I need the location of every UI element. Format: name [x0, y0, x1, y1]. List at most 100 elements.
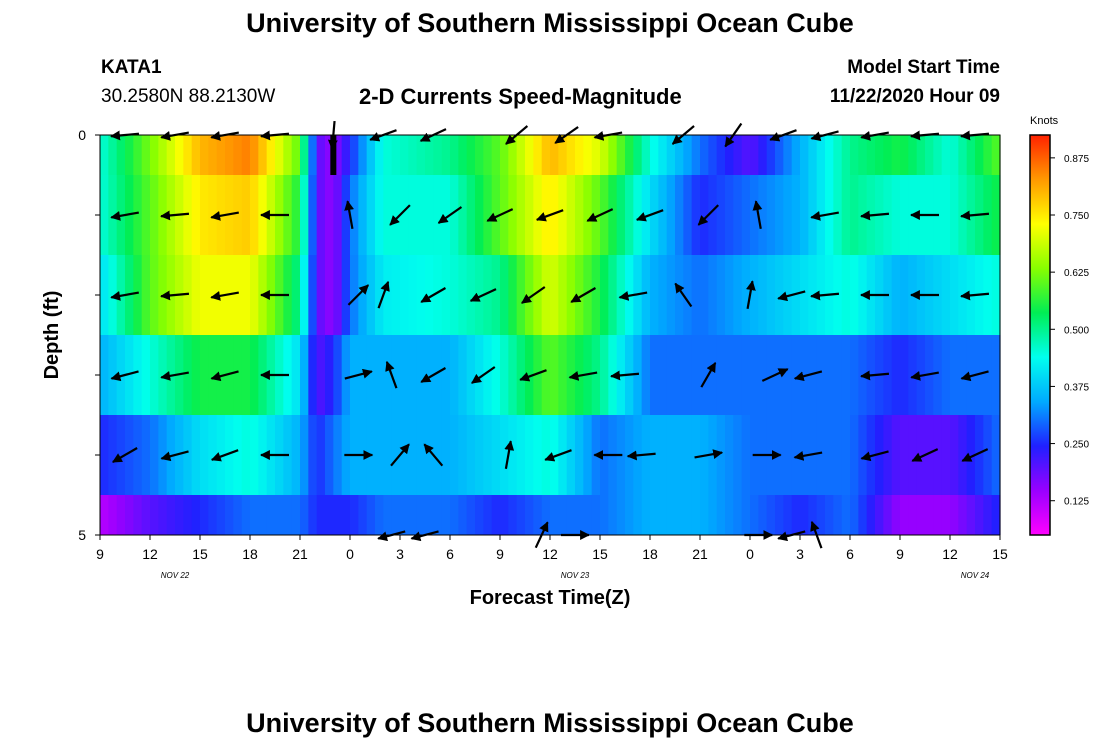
heatmap-cell — [941, 255, 951, 335]
current-vector-arrow — [160, 210, 190, 221]
heatmap-cell — [741, 175, 751, 255]
heatmap-cell — [183, 175, 193, 255]
heatmap-cell — [866, 135, 876, 175]
current-vector-arrow — [694, 449, 724, 459]
heatmap-cell — [825, 335, 834, 415]
colorbar-tick-label: 0.250 — [1064, 440, 1089, 451]
heatmap-cell — [375, 135, 384, 175]
x-tick-label: 15 — [992, 546, 1008, 562]
current-vector-arrow — [752, 200, 763, 229]
heatmap-cell — [241, 255, 251, 335]
heatmap-cell — [450, 495, 459, 535]
heatmap-cell — [183, 335, 193, 415]
heatmap-cell — [716, 135, 726, 175]
heatmap-cell — [200, 175, 209, 255]
heatmap-cell — [183, 415, 193, 495]
heatmap-cell — [141, 255, 151, 335]
heatmap-cell — [391, 135, 401, 175]
heatmap-cell — [658, 135, 668, 175]
heatmap-cell — [433, 415, 443, 495]
colorbar-tick-label: 0.125 — [1064, 497, 1089, 508]
heatmap-cell — [700, 175, 709, 255]
heatmap-cell — [875, 495, 884, 535]
heatmap-cell — [166, 135, 176, 175]
heatmap-cell — [591, 135, 601, 175]
current-vector-arrow — [618, 291, 648, 301]
current-vector-arrow — [210, 291, 239, 301]
heatmap-cell — [991, 415, 1001, 495]
heatmap-cell — [450, 175, 459, 255]
heatmap-cell — [666, 415, 676, 495]
heatmap-cell — [758, 175, 768, 255]
heatmap-cell — [375, 415, 384, 495]
heatmap-cell — [791, 335, 801, 415]
heatmap-cell — [491, 335, 501, 415]
heatmap-cell — [941, 415, 951, 495]
current-vector-arrow — [344, 368, 373, 380]
heatmap-cell — [533, 135, 543, 175]
heatmap-cell — [466, 495, 476, 535]
heatmap-cell — [683, 415, 693, 495]
current-vector-arrow — [810, 290, 840, 301]
heatmap-cell — [991, 135, 1001, 175]
heatmap-cell — [783, 175, 793, 255]
heatmap-cell — [466, 175, 476, 255]
heatmap-cell — [958, 335, 968, 415]
heatmap-cell — [208, 255, 218, 335]
heatmap-cell — [950, 255, 959, 335]
heatmap-cell — [633, 495, 643, 535]
heatmap-cell — [658, 415, 668, 495]
heatmap-cell — [541, 255, 551, 335]
heatmap-cell — [833, 135, 843, 175]
heatmap-cell — [416, 135, 426, 175]
heatmap-cell — [100, 135, 109, 175]
heatmap-cell — [291, 135, 301, 175]
heatmap-cell — [291, 175, 301, 255]
heatmap-cell — [900, 135, 909, 175]
heatmap-cell — [933, 335, 943, 415]
heatmap-cell — [733, 135, 743, 175]
heatmap-cell — [433, 495, 443, 535]
heatmap-cell — [558, 255, 568, 335]
heatmap-cell — [158, 495, 168, 535]
heatmap-cell — [500, 335, 509, 415]
x-tick-label: 21 — [692, 546, 708, 562]
heatmap-cell — [358, 495, 368, 535]
heatmap-cell — [191, 175, 201, 255]
current-vector-arrow — [347, 284, 370, 306]
heatmap-cell — [716, 255, 726, 335]
x-tick-label: 9 — [96, 546, 104, 562]
x-tick-label: 15 — [192, 546, 208, 562]
heatmap-cell — [458, 335, 468, 415]
heatmap-cell — [866, 495, 876, 535]
heatmap-cell — [808, 175, 818, 255]
heatmap-cell — [416, 175, 426, 255]
heatmap-cell — [541, 135, 551, 175]
x-tick-label: 0 — [346, 546, 354, 562]
heatmap-cell — [283, 135, 293, 175]
time-marker-bar — [330, 135, 337, 175]
heatmap-cell — [208, 175, 218, 255]
heatmap-cell — [658, 255, 668, 335]
heatmap-cell — [325, 335, 334, 415]
heatmap-cell — [758, 255, 768, 335]
heatmap-cell — [158, 135, 168, 175]
current-vector-arrow — [860, 450, 889, 462]
heatmap-cell — [266, 135, 276, 175]
current-vector-arrow — [761, 368, 789, 382]
current-vector-arrow — [420, 287, 447, 303]
heatmap-cell — [325, 495, 334, 535]
heatmap-cell — [441, 495, 451, 535]
heatmap-cell — [575, 495, 584, 535]
current-vector-arrow — [160, 450, 189, 462]
heatmap-cell — [391, 175, 401, 255]
heatmap-cell — [766, 175, 776, 255]
heatmap-cell — [191, 255, 201, 335]
heatmap-cell — [416, 495, 426, 535]
heatmap-cell — [100, 175, 109, 255]
current-vector-arrow — [570, 287, 597, 303]
heatmap-cell — [900, 175, 909, 255]
heatmap-cell — [383, 135, 393, 175]
current-vector-arrow — [700, 362, 717, 388]
station-coordinates: 30.2580N 88.2130W — [101, 86, 276, 107]
